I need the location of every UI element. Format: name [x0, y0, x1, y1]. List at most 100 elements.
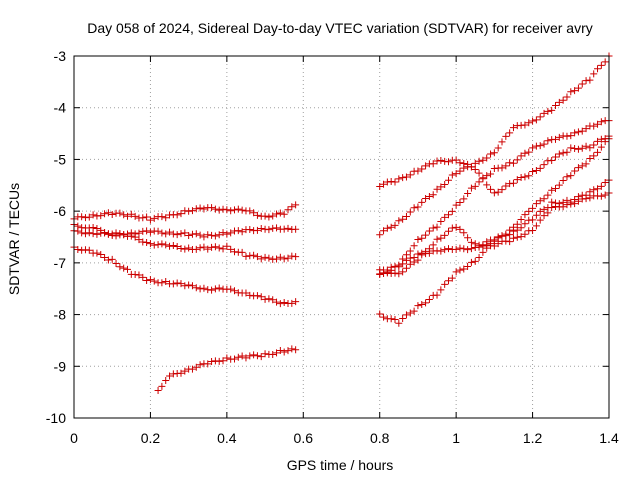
data-point — [552, 199, 559, 207]
data-point — [227, 245, 235, 253]
data-point — [85, 213, 93, 221]
series-track-j — [376, 135, 613, 327]
data-point — [406, 247, 414, 255]
data-point — [280, 210, 288, 218]
data-point — [246, 207, 254, 215]
data-point — [146, 216, 154, 224]
data-point — [571, 196, 579, 204]
data-point — [406, 171, 414, 179]
data-point — [502, 162, 510, 170]
data-point — [467, 163, 475, 171]
data-point — [101, 210, 109, 218]
data-point — [288, 299, 296, 307]
data-point — [208, 231, 216, 239]
data-point — [540, 161, 548, 169]
data-point — [116, 263, 124, 271]
axis-ticks — [73, 55, 610, 419]
data-point — [376, 183, 384, 191]
data-point — [441, 280, 449, 288]
data-point — [269, 212, 277, 220]
series-track-b — [70, 224, 300, 241]
data-point — [525, 172, 533, 180]
data-point — [196, 204, 204, 212]
data-point — [158, 240, 166, 248]
data-point — [582, 160, 590, 168]
x-tick-label: 1.2 — [523, 430, 543, 446]
data-point — [380, 269, 388, 277]
data-point — [552, 153, 559, 161]
data-point — [188, 207, 196, 215]
data-point — [192, 230, 200, 238]
data-point — [437, 234, 445, 242]
data-point — [586, 194, 594, 202]
data-point — [532, 116, 540, 124]
data-point — [173, 211, 181, 219]
data-point — [402, 251, 410, 259]
data-point — [246, 352, 254, 360]
data-point — [498, 232, 506, 240]
data-point — [452, 156, 460, 164]
data-point — [192, 205, 200, 213]
data-point — [253, 352, 261, 360]
data-point — [586, 188, 594, 196]
data-point — [211, 243, 219, 251]
grid-lines — [74, 56, 609, 418]
data-point — [540, 140, 548, 148]
data-point — [402, 173, 410, 181]
data-point — [525, 119, 533, 127]
data-point — [158, 382, 166, 390]
data-point — [234, 227, 242, 235]
data-point — [467, 245, 475, 253]
data-point — [104, 256, 112, 264]
data-point — [89, 224, 97, 232]
series-track-e — [154, 345, 300, 395]
data-point — [437, 183, 445, 191]
data-point — [162, 241, 170, 249]
data-point — [192, 363, 200, 371]
data-point — [208, 243, 216, 251]
data-point — [532, 211, 540, 219]
data-point — [395, 175, 403, 183]
data-point — [448, 171, 456, 179]
data-point — [219, 245, 227, 253]
data-point — [487, 185, 495, 193]
data-point — [177, 369, 185, 377]
data-point — [406, 309, 414, 317]
x-tick-label: 0 — [70, 430, 78, 446]
data-point — [574, 84, 582, 92]
data-point — [177, 280, 185, 288]
data-point — [89, 211, 97, 219]
data-point — [567, 132, 575, 140]
data-point — [166, 228, 174, 236]
data-point — [494, 144, 502, 152]
data-point — [192, 245, 200, 253]
data-point — [196, 361, 204, 369]
data-point — [238, 206, 246, 214]
data-point — [460, 229, 468, 237]
data-point — [521, 211, 529, 219]
data-point — [380, 227, 388, 235]
data-point — [173, 231, 181, 239]
data-point — [104, 230, 112, 238]
x-tick-label: 0.6 — [294, 430, 314, 446]
data-point — [555, 133, 563, 141]
data-point — [246, 291, 254, 299]
data-point — [460, 164, 468, 172]
data-point — [223, 206, 231, 214]
data-point — [414, 250, 422, 258]
x-tick-label: 1 — [452, 430, 460, 446]
data-point — [383, 266, 391, 274]
data-point — [467, 258, 475, 266]
data-point — [448, 274, 456, 282]
data-point — [215, 231, 223, 239]
data-point — [204, 360, 212, 368]
data-point — [288, 203, 296, 211]
data-point — [269, 351, 277, 359]
data-point — [131, 271, 139, 279]
data-point — [502, 182, 510, 190]
data-point — [376, 310, 384, 318]
data-point — [124, 265, 131, 273]
data-point — [601, 178, 609, 186]
data-point — [517, 174, 525, 182]
data-point — [215, 357, 223, 365]
